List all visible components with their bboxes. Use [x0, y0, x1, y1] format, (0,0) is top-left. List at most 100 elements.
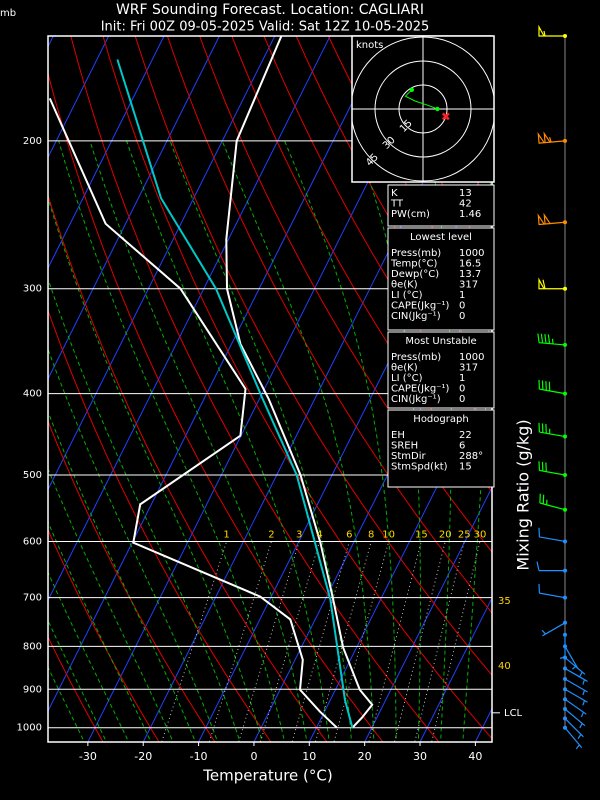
mixing-ratio-line — [431, 541, 481, 742]
panel-row-value: 0 — [459, 394, 465, 405]
panel-row-name: LI (°C) — [391, 290, 423, 301]
dry-adiabat — [48, 419, 216, 742]
dry-adiabat — [102, 36, 492, 740]
dry-adiabat — [166, 36, 492, 614]
theta-e-label: 40 — [498, 661, 511, 672]
isotherm — [48, 36, 110, 159]
mixing-ratio-label: 20 — [439, 529, 452, 540]
panel-row-value: 0 — [459, 311, 465, 322]
wind-station — [563, 666, 567, 671]
mixing-ratio-line — [333, 541, 390, 742]
wind-station — [563, 220, 567, 225]
wind-barb — [564, 688, 588, 706]
mixing-ratio-label: 3 — [296, 529, 302, 540]
wind-station — [563, 697, 567, 702]
panel-box — [387, 409, 495, 488]
wind-barb — [564, 667, 588, 685]
panel-row-value: 288° — [459, 451, 483, 462]
x-tick-label: 30 — [413, 750, 427, 763]
panel-row-name: StmDir — [391, 451, 426, 462]
panel-row-value: 22 — [459, 430, 472, 441]
panel-row-value: 1 — [459, 290, 465, 301]
dry-adiabat — [134, 36, 492, 676]
x-tick-label: 20 — [358, 750, 372, 763]
dry-adiabat — [538, 11, 600, 746]
hodo-point — [435, 106, 440, 112]
wind-station — [563, 725, 567, 730]
panel-box — [387, 227, 495, 331]
y-tick-label: 900 — [23, 684, 42, 695]
panel-row-value: 1 — [459, 373, 465, 384]
x-tick-label: -10 — [190, 750, 208, 763]
panel-title: Most Unstable — [405, 336, 476, 347]
mixing-ratio-line — [238, 541, 300, 742]
x-tick-label: 40 — [468, 750, 482, 763]
isotherm — [364, 486, 492, 742]
dry-adiabat — [0, 11, 49, 746]
moist-adiabat — [48, 410, 196, 742]
moist-adiabat — [89, 140, 308, 742]
hodo-point — [409, 87, 414, 93]
dry-adiabat — [70, 36, 440, 742]
dry-adiabat — [231, 36, 492, 493]
theta-e-label: 35 — [498, 596, 511, 607]
panel-row-name: Dewp(°C) — [391, 269, 439, 280]
wind-barb — [538, 277, 565, 290]
wind-barb — [564, 718, 584, 739]
panel-row-value: 13 — [459, 188, 472, 199]
wind-station — [563, 434, 567, 439]
y-tick-label: 500 — [23, 470, 42, 481]
panel-row-value: 15 — [459, 462, 472, 473]
wind-station — [563, 391, 567, 396]
wind-station — [563, 568, 567, 573]
wind-station — [563, 620, 567, 625]
moist-adiabat — [48, 619, 108, 742]
wind-barb — [537, 131, 566, 144]
mixing-ratio-line — [291, 541, 350, 742]
mixing-ratio-line — [161, 541, 228, 742]
wind-barb — [564, 698, 587, 718]
moist-adiabat — [169, 140, 353, 742]
panel-row-name: EH — [391, 430, 405, 441]
mixing-ratio-label: 25 — [458, 529, 471, 540]
wind-station — [563, 677, 567, 682]
panel-row-value: 0 — [459, 384, 465, 395]
wind-barb — [538, 461, 566, 476]
dry-adiabat — [263, 36, 492, 434]
storm-motion — [441, 112, 450, 121]
moist-adiabat — [58, 140, 286, 742]
wind-barb — [537, 333, 566, 346]
moist-adiabat — [48, 347, 219, 742]
wind-station — [563, 644, 567, 649]
wind-barb — [539, 493, 566, 511]
wind-barb — [564, 657, 586, 677]
moist-adiabat — [48, 520, 152, 742]
isotherm — [48, 36, 165, 270]
wind-station — [563, 655, 567, 660]
wind-barb — [538, 24, 565, 37]
y-tick-label: 700 — [23, 593, 42, 604]
panel-row-value: 42 — [459, 199, 472, 210]
moist-adiabat — [48, 196, 263, 742]
dry-adiabat — [48, 528, 160, 742]
profile-line — [116, 59, 354, 728]
moist-adiabat — [48, 665, 85, 742]
x-tick-label: 10 — [302, 750, 316, 763]
panel-box — [387, 184, 495, 227]
wind-barb — [564, 727, 583, 750]
mixing-ratio-label: 8 — [368, 529, 374, 540]
dry-adiabat — [48, 635, 104, 742]
panel-row-name: θe(K) — [391, 280, 418, 291]
panel-title: Hodograph — [413, 414, 468, 425]
panel-box — [387, 331, 495, 409]
dry-adiabat — [48, 193, 328, 742]
mixing-ratio-label: 10 — [382, 529, 395, 540]
wind-station — [563, 507, 567, 512]
wind-barb — [538, 583, 566, 599]
moist-adiabat — [462, 140, 492, 742]
mixing-ratio-label: 4 — [316, 529, 322, 540]
panel-row-value: 1000 — [459, 352, 484, 363]
